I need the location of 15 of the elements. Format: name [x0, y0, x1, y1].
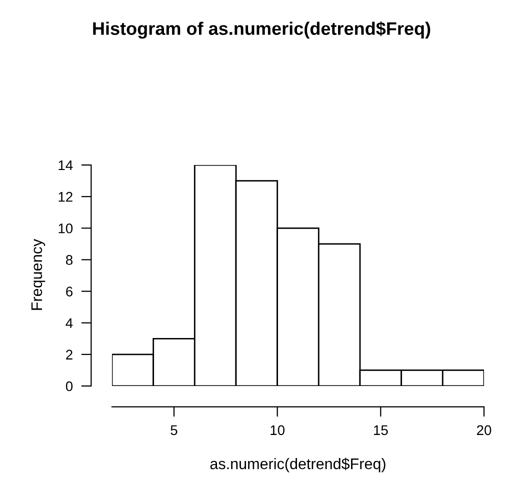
- y-tick-label: 14: [58, 160, 73, 170]
- x-tick-label: 20: [476, 425, 492, 436]
- x-tick-label: 15: [374, 425, 388, 436]
- y-tick-label: 0: [66, 381, 73, 392]
- y-tick-label: 6: [66, 286, 72, 296]
- y-tick-label: 12: [58, 192, 72, 202]
- y-tick-label: 8: [66, 255, 73, 265]
- x-axis-title: as.numeric(detrend$Freq): [210, 458, 386, 472]
- y-tick-label: 10: [58, 223, 73, 234]
- chart-title: Histogram of as.numeric(detrend$Freq): [93, 21, 430, 39]
- y-tick-label: 2: [66, 350, 72, 360]
- x-tick-label: 10: [270, 425, 285, 436]
- y-axis-title: Frequency: [31, 238, 46, 310]
- x-tick-label: 5: [170, 425, 178, 436]
- y-tick-label: 4: [66, 318, 73, 328]
